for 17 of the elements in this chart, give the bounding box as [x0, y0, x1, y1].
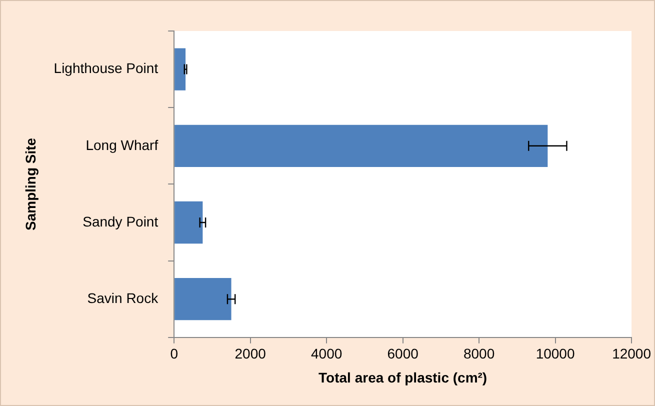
x-tick-label: 0 — [170, 346, 178, 362]
y-tick-label: Savin Rock — [87, 290, 160, 306]
bar — [174, 201, 203, 244]
x-tick-label: 8000 — [463, 346, 495, 362]
bar — [174, 48, 186, 90]
bar — [174, 278, 232, 320]
x-tick-label: 10000 — [536, 346, 575, 362]
y-axis-title: Sampling Site — [22, 138, 38, 230]
y-tick-label: Long Wharf — [86, 136, 158, 153]
x-tick-label: 2000 — [234, 346, 266, 362]
x-tick-label: 12000 — [612, 346, 652, 362]
y-tick-label: Lighthouse Point — [54, 60, 158, 76]
x-tick-label: 6000 — [387, 346, 419, 362]
x-axis-title: Total area of plastic (cm²) — [318, 369, 488, 386]
bar — [174, 124, 548, 167]
x-tick-label: 4000 — [311, 346, 342, 362]
y-tick-label: Sandy Point — [82, 213, 158, 230]
